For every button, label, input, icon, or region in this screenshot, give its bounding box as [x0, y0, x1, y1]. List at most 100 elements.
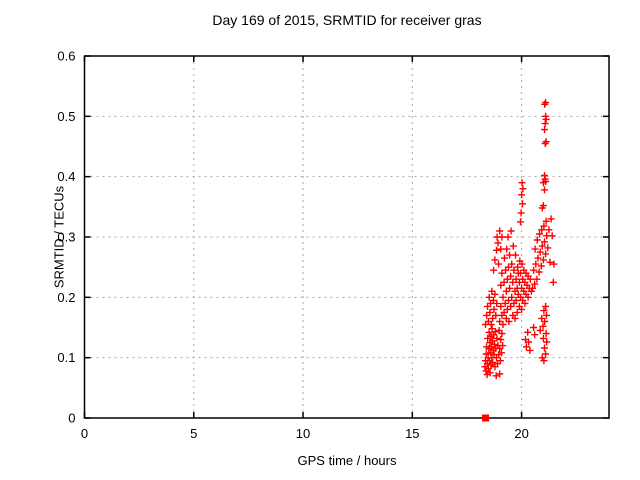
data-point — [512, 296, 520, 304]
data-point — [496, 227, 504, 235]
data-point — [505, 318, 513, 325]
x-tick-label: 5 — [190, 426, 197, 441]
data-point — [498, 233, 506, 241]
data-point — [512, 251, 519, 259]
data-point — [499, 321, 507, 328]
data-point — [509, 278, 517, 286]
data-point — [526, 346, 534, 354]
data-point — [494, 239, 502, 247]
data-point — [542, 302, 550, 310]
x-axis-title: GPS time / hours — [297, 453, 397, 468]
data-point — [491, 328, 499, 336]
data-point — [539, 202, 547, 210]
data-point — [505, 296, 512, 304]
data-point — [498, 330, 506, 337]
data-point — [519, 185, 527, 193]
y-tick-label: 0.6 — [57, 49, 75, 64]
data-point — [498, 269, 506, 277]
data-point — [541, 120, 549, 128]
data-point — [537, 262, 545, 270]
data-point — [539, 256, 547, 264]
data-point — [518, 191, 526, 199]
data-point — [497, 302, 505, 310]
data-point — [499, 293, 507, 301]
data-point — [492, 311, 500, 319]
data-point — [495, 260, 503, 268]
data-point — [540, 357, 548, 365]
data-point — [542, 115, 550, 123]
data-point — [504, 233, 512, 241]
data-point — [489, 337, 496, 345]
data-point — [525, 338, 533, 346]
data-point — [542, 350, 550, 358]
data-point — [496, 370, 504, 378]
data-point — [509, 242, 517, 250]
data-point — [544, 244, 552, 252]
data-point — [542, 138, 550, 146]
data-point — [547, 215, 555, 223]
data-point — [539, 322, 547, 330]
data-point — [510, 266, 518, 274]
data-point — [507, 227, 515, 235]
data-point — [508, 293, 516, 301]
data-point — [485, 328, 493, 336]
x-tick-label: 20 — [514, 426, 528, 441]
data-point — [532, 260, 540, 268]
data-point — [541, 344, 548, 352]
data-point — [538, 226, 546, 234]
y-tick-label: 0.5 — [57, 109, 75, 124]
data-point — [526, 275, 534, 283]
data-point — [524, 328, 532, 336]
x-tick-label: 10 — [296, 426, 310, 441]
x-tick-label: 0 — [81, 426, 88, 441]
data-point — [497, 336, 505, 344]
data-point — [542, 99, 550, 106]
data-point — [503, 245, 511, 253]
data-point — [546, 258, 554, 266]
data-point — [487, 321, 495, 328]
data-point — [536, 327, 544, 334]
data-point — [506, 251, 514, 259]
y-tick-label: 0 — [68, 411, 75, 426]
data-point — [533, 236, 541, 244]
y-tick-label: 0.2 — [57, 290, 75, 305]
data-point — [490, 305, 498, 313]
data-point — [517, 209, 525, 217]
data-point — [541, 126, 548, 134]
data-point — [530, 266, 538, 274]
data-point — [530, 324, 538, 331]
scatter-series — [481, 99, 558, 380]
data-point — [491, 340, 498, 348]
data-point — [496, 357, 504, 365]
chart-title: Day 169 of 2015, SRMTID for receiver gra… — [212, 12, 482, 28]
y-tick-label: 0.4 — [57, 169, 75, 184]
data-point — [490, 266, 498, 274]
data-point — [534, 254, 542, 262]
data-point — [512, 275, 520, 283]
data-point — [486, 369, 494, 377]
data-point — [501, 254, 508, 262]
y-tick-label: 0.3 — [57, 230, 75, 245]
data-point — [493, 299, 501, 307]
data-point — [518, 260, 526, 268]
data-point — [506, 284, 514, 292]
y-tick-label: 0.1 — [57, 350, 75, 365]
data-point — [500, 278, 508, 286]
data-point — [531, 331, 539, 339]
data-point — [545, 226, 553, 234]
data-point — [540, 222, 548, 230]
data-point — [548, 232, 556, 240]
data-point — [542, 330, 550, 337]
data-point — [507, 272, 515, 280]
data-point — [536, 230, 543, 238]
data-point — [529, 284, 536, 292]
data-point — [539, 334, 547, 342]
data-point — [536, 248, 544, 256]
data-point — [486, 308, 494, 316]
data-point — [498, 349, 505, 357]
data-point — [531, 280, 539, 288]
data-point — [499, 342, 507, 350]
data-point — [519, 200, 526, 208]
data-point — [524, 293, 532, 301]
